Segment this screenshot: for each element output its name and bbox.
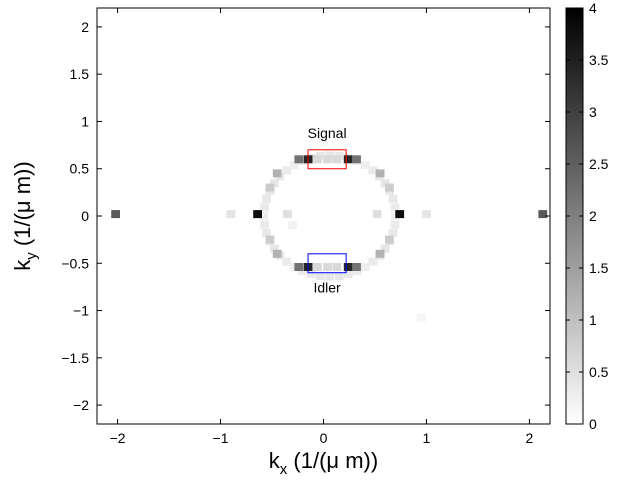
heatmap-cell bbox=[272, 169, 282, 178]
signal-label: Signal bbox=[308, 125, 347, 141]
heatmap-cell bbox=[388, 229, 398, 237]
colorbar-tick-label: 4 bbox=[589, 0, 597, 16]
heatmap-cell bbox=[375, 249, 385, 258]
heatmap-cell bbox=[294, 155, 304, 164]
heatmap-cell bbox=[269, 179, 279, 188]
heatmap-cell bbox=[332, 263, 342, 271]
heatmap-cell bbox=[332, 155, 342, 164]
y-tick-label: −1.5 bbox=[61, 350, 89, 366]
heatmap-cell bbox=[260, 203, 269, 212]
heatmap-cell bbox=[343, 270, 353, 278]
heatmap-cell bbox=[262, 194, 271, 203]
y-tick-label: 1 bbox=[81, 113, 89, 129]
heatmap-cell bbox=[283, 210, 292, 219]
heatmap-cell bbox=[289, 262, 299, 271]
heatmap-cell bbox=[422, 210, 431, 219]
y-tick-label: 1.5 bbox=[70, 66, 90, 82]
x-tick-label: 0 bbox=[320, 430, 328, 446]
x-tick-label: −1 bbox=[213, 430, 229, 446]
heatmap-cell bbox=[385, 235, 394, 244]
heatmap-cell bbox=[306, 270, 316, 278]
heatmap-cell bbox=[226, 210, 236, 219]
heatmap-cell bbox=[343, 263, 353, 271]
heatmap-cell bbox=[323, 263, 332, 271]
heatmap-cell bbox=[288, 221, 297, 230]
heatmap-cell bbox=[416, 314, 426, 323]
heatmap-cell bbox=[375, 169, 385, 178]
heatmap-cell bbox=[343, 155, 353, 164]
heatmap-cell bbox=[253, 210, 262, 219]
heatmap-cell bbox=[289, 161, 299, 170]
heatmap-cell bbox=[282, 257, 291, 266]
y-axis-ticks: −2 −1.5 −1 −0.5 0 0.5 1 1.5 2 bbox=[61, 19, 550, 413]
heatmap-cell bbox=[390, 220, 400, 229]
heatmap-cell bbox=[323, 155, 332, 164]
heatmap-cell bbox=[380, 244, 390, 253]
heatmap-cell bbox=[319, 136, 328, 145]
y-tick-label: −2 bbox=[73, 397, 89, 413]
colorbar-tick-label: 3 bbox=[589, 104, 597, 120]
x-tick-label: 2 bbox=[526, 430, 534, 446]
heatmap-cell bbox=[259, 212, 269, 220]
heatmap-cell bbox=[390, 203, 400, 212]
heatmap-cell bbox=[111, 210, 120, 219]
heatmap-cell bbox=[352, 263, 361, 271]
y-tick-label: −0.5 bbox=[61, 255, 89, 271]
heatmap-cell bbox=[262, 229, 271, 237]
x-axis-label: kx (1/(μ m)) bbox=[269, 448, 378, 478]
heatmap-cell bbox=[269, 244, 279, 253]
x-axis-ticks: −2 −1 0 1 2 bbox=[110, 8, 534, 446]
colorbar-tick-label: 0.5 bbox=[589, 364, 609, 380]
colorbar-tick-label: 2.5 bbox=[589, 156, 609, 172]
colorbar: 0 0.5 1 1.5 2 2.5 3 3.5 4 bbox=[565, 0, 609, 432]
heatmap-cell bbox=[334, 271, 344, 280]
heatmap-cell bbox=[395, 210, 405, 219]
heatmap-cell bbox=[312, 263, 322, 271]
heatmap-cell bbox=[294, 263, 304, 271]
y-tick-label: 0 bbox=[81, 208, 89, 224]
colorbar-tick-label: 3.5 bbox=[589, 52, 609, 68]
heatmap-cell bbox=[282, 166, 291, 175]
heatmap-cell bbox=[372, 210, 382, 219]
heatmap-cell bbox=[538, 210, 548, 219]
heatmap-cell bbox=[388, 194, 398, 203]
signal-box bbox=[307, 149, 347, 170]
x-tick-label: 1 bbox=[423, 430, 431, 446]
idler-label: Idler bbox=[313, 280, 341, 296]
y-tick-label: 2 bbox=[81, 19, 89, 35]
heatmap-cell bbox=[312, 155, 322, 164]
heatmap-cell bbox=[352, 155, 361, 164]
heatmap-cell bbox=[360, 161, 370, 170]
heatmap-cell bbox=[368, 257, 378, 266]
heatmap-cell bbox=[325, 272, 335, 281]
colorbar-tick-label: 1.5 bbox=[589, 260, 609, 276]
colorbar-tick-label: 2 bbox=[589, 208, 597, 224]
heatmap-cell bbox=[360, 262, 370, 271]
heatmap-cell bbox=[380, 179, 390, 188]
colorbar-ticks: 0 0.5 1 1.5 2 2.5 3 3.5 4 bbox=[566, 0, 609, 432]
x-tick-label: −2 bbox=[110, 430, 126, 446]
idler-box bbox=[307, 253, 347, 274]
heatmap-cell bbox=[260, 220, 269, 229]
colorbar-tick-label: 1 bbox=[589, 312, 597, 328]
heatmap-cell bbox=[368, 166, 378, 175]
heatmap-cell bbox=[265, 183, 275, 192]
plot-frame bbox=[96, 7, 551, 425]
heatmap-cell bbox=[315, 271, 325, 280]
y-tick-label: 0.5 bbox=[70, 161, 90, 177]
heatmap-cell bbox=[272, 249, 282, 258]
annotations: Signal Idler bbox=[307, 125, 347, 296]
heatmap-cell bbox=[265, 235, 275, 244]
y-tick-label: −1 bbox=[73, 303, 89, 319]
heatmap-cell bbox=[385, 183, 394, 192]
colorbar-tick-label: 0 bbox=[589, 416, 597, 432]
y-axis-label: ky (1/(μ m)) bbox=[10, 161, 40, 270]
